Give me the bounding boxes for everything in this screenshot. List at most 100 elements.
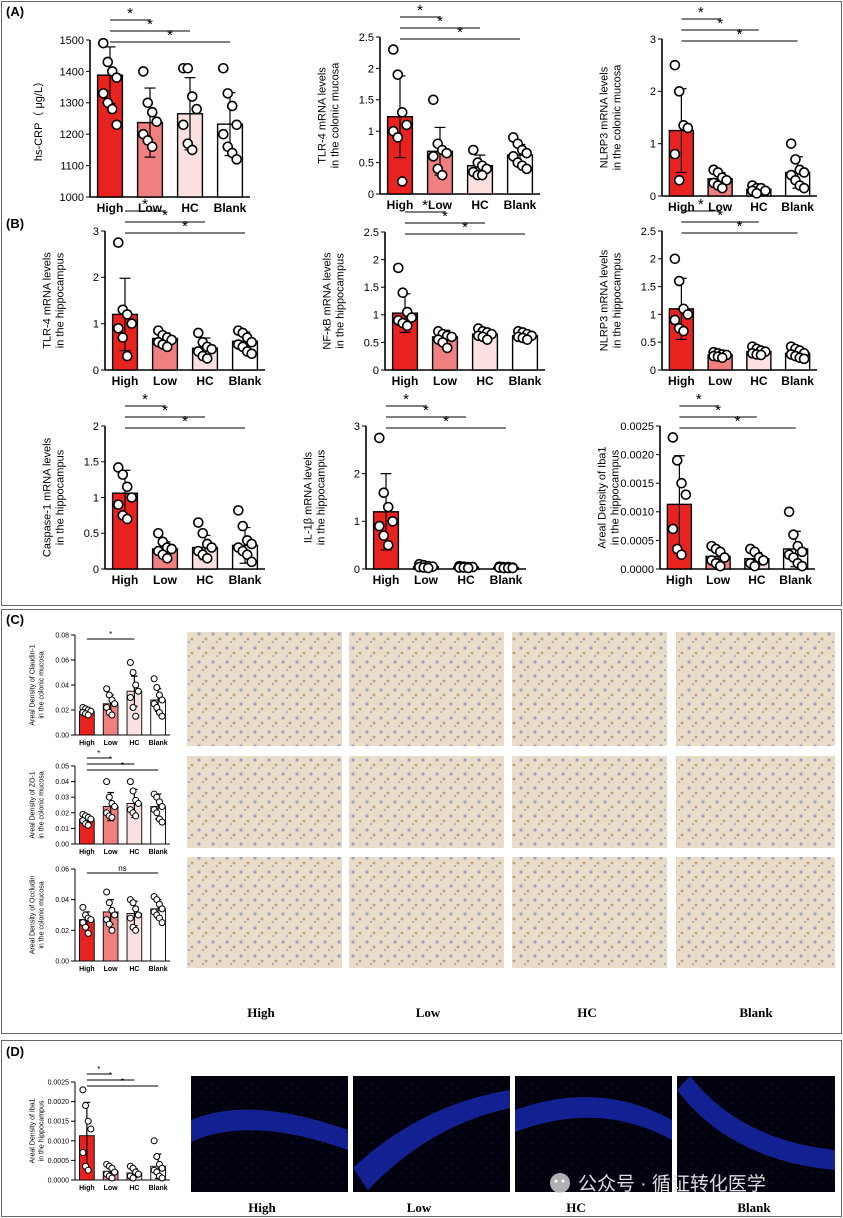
data-point: [678, 325, 689, 337]
data-point: [146, 141, 158, 153]
category-label: HC: [196, 573, 214, 587]
wechat-icon: [550, 1173, 570, 1193]
category-label: Blank: [509, 374, 542, 388]
data-point: [84, 929, 92, 937]
data-point: [716, 352, 728, 364]
data-point: [798, 167, 810, 178]
data-point: [441, 342, 453, 354]
significance-mark: *: [422, 197, 428, 214]
y-tick-label: 2: [93, 272, 99, 284]
y-tick-label: 1: [368, 126, 374, 138]
category-label: Blank: [779, 573, 812, 587]
category-label: HC: [181, 201, 199, 215]
y-tick-label: 1100: [60, 160, 84, 172]
data-point: [186, 91, 198, 102]
data-point: [462, 562, 474, 574]
data-point: [151, 116, 162, 127]
category-label: Blank: [781, 374, 814, 388]
ihc-occludin-low: [349, 857, 504, 968]
data-point: [796, 560, 808, 572]
data-point: [246, 348, 257, 360]
data-point: [401, 320, 413, 332]
y-tick-label: 2: [650, 86, 656, 98]
data-point: [669, 253, 681, 265]
category-label: Low: [433, 374, 458, 388]
data-point: [126, 492, 137, 503]
data-point: [129, 899, 137, 907]
data-point: [669, 148, 681, 160]
y-axis-label: hs-CRP（ μg/L）: [32, 76, 45, 161]
data-point: [134, 1170, 142, 1178]
y-tick-label: 2: [368, 63, 374, 75]
y-tick-label: 0.0000: [620, 564, 654, 576]
data-point: [378, 487, 390, 499]
data-point: [132, 712, 140, 720]
data-point: [98, 37, 109, 49]
y-tick-label: 0.0020: [48, 1099, 70, 1106]
data-point: [126, 778, 134, 786]
panel-label-d: (D): [6, 1044, 24, 1059]
data-point: [378, 530, 390, 541]
data-point: [158, 712, 166, 720]
data-point: [401, 119, 412, 131]
significance-mark: ns: [118, 864, 126, 873]
category-label: Low: [708, 374, 733, 388]
y-tick-label: 0.5: [641, 337, 656, 349]
data-point: [226, 100, 238, 112]
y-axis-label: in the colonic mucosa: [39, 771, 46, 838]
data-point: [218, 62, 229, 74]
data-point: [182, 62, 194, 74]
data-point: [397, 287, 409, 299]
y-tick-label: 0.04: [55, 897, 69, 904]
data-point: [667, 523, 679, 535]
data-point: [673, 86, 685, 97]
y-tick-label: 2: [373, 254, 379, 266]
ihc-zo1-blank: [676, 756, 835, 848]
category-label: Low: [104, 740, 119, 747]
y-axis-label: in the hippocampus: [612, 252, 624, 348]
significance-mark: *: [417, 2, 423, 19]
significance-mark: *: [182, 413, 188, 430]
y-axis-label: in the colonic mucosa: [39, 651, 46, 718]
ihc-claudin-blank: [676, 632, 835, 746]
significance-mark: *: [142, 391, 148, 408]
category-label: Low: [153, 374, 178, 388]
category-label: High: [79, 740, 95, 747]
ihc-zo1-high: [187, 756, 342, 848]
data-point: [129, 704, 137, 711]
data-point: [132, 812, 140, 820]
data-point: [387, 516, 398, 527]
y-axis-label: in the colonic mucosa: [330, 62, 342, 169]
data-point: [428, 151, 439, 162]
data-point: [396, 107, 408, 118]
chart-a2: 0 0.5 1 1.5 2 2.5 TLR-4 mRNA levels in the colo…: [317, 2, 540, 212]
data-point: [129, 1174, 137, 1182]
data-point: [374, 432, 385, 444]
category-label: Blank: [149, 849, 168, 856]
if-label-high: High: [248, 1200, 276, 1215]
data-point: [222, 88, 234, 99]
category-label: Low: [706, 573, 731, 587]
if-micrographs: [191, 1076, 835, 1192]
data-point: [102, 56, 114, 68]
data-point: [788, 529, 799, 540]
if-label-low: Low: [407, 1200, 432, 1215]
data-point: [680, 489, 692, 500]
data-point: [108, 711, 116, 719]
data-point: [749, 560, 761, 572]
data-point: [191, 103, 202, 115]
data-point: [158, 919, 166, 927]
significance-mark: *: [97, 1065, 100, 1074]
significance-mark: *: [121, 1077, 124, 1086]
y-tick-label: 0.08: [55, 632, 69, 639]
data-point: [121, 309, 133, 320]
if-hc: [515, 1076, 672, 1192]
y-tick-label: 1: [650, 309, 656, 321]
significance-mark: *: [127, 5, 133, 22]
significance-mark: *: [717, 15, 723, 32]
data-point: [798, 182, 810, 194]
category-label: HC: [129, 1185, 139, 1192]
data-point: [111, 803, 119, 811]
y-axis-label: in the hippocampus: [55, 449, 67, 545]
if-label-blank: Blank: [737, 1200, 771, 1215]
